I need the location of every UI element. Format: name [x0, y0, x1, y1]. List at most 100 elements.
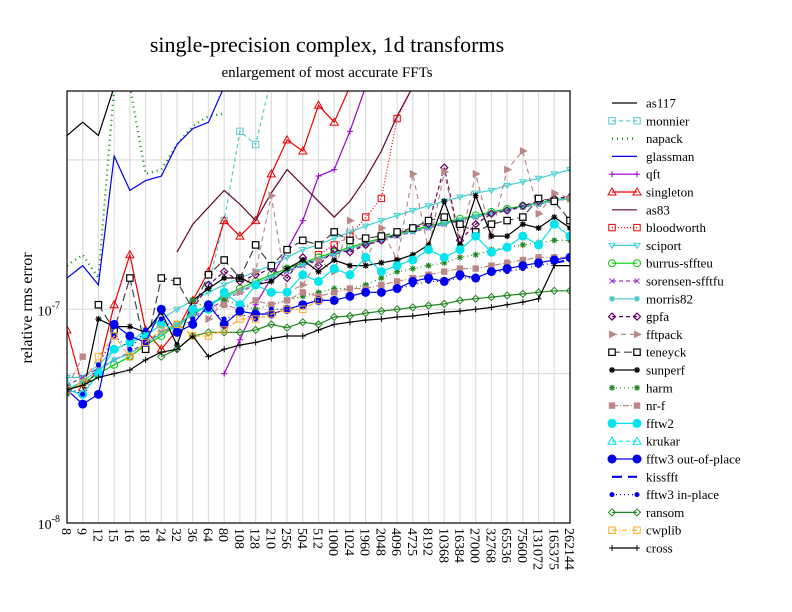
data-point — [632, 312, 642, 321]
data-point — [157, 274, 166, 282]
data-point — [426, 278, 432, 284]
data-point — [158, 316, 164, 322]
data-point — [488, 233, 495, 240]
data-point — [110, 332, 118, 340]
data-point — [567, 194, 570, 203]
data-point — [378, 223, 387, 232]
data-point — [331, 257, 338, 264]
data-point — [550, 197, 559, 206]
data-point — [220, 301, 228, 308]
data-point — [502, 206, 512, 215]
legend-entry: as117 — [612, 96, 676, 111]
legend-entry: fftw3 in-place — [609, 487, 719, 502]
data-point — [472, 213, 479, 220]
data-point — [251, 315, 260, 323]
x-tick-label: 80 — [215, 528, 230, 542]
data-point — [126, 352, 134, 361]
data-point — [109, 319, 119, 329]
data-point — [393, 212, 401, 220]
legend-label: ransom — [646, 505, 684, 520]
data-point — [330, 235, 339, 243]
legend-entry: monnier — [608, 113, 690, 128]
data-point — [173, 306, 181, 314]
data-point — [488, 262, 495, 269]
data-point — [67, 374, 71, 382]
data-point — [266, 168, 277, 178]
data-point — [109, 299, 120, 309]
data-point — [471, 231, 481, 241]
legend-entry: morris82 — [609, 291, 693, 306]
legend-entry: sunperf — [609, 363, 686, 378]
data-point — [473, 275, 479, 281]
legend-entry: kissfft — [612, 469, 679, 484]
data-point — [346, 236, 354, 245]
data-point — [394, 257, 401, 264]
data-point — [456, 241, 463, 248]
data-point — [236, 275, 243, 282]
legend-label: burrus-sffteu — [646, 256, 713, 271]
data-point — [299, 332, 306, 339]
data-point — [267, 310, 276, 318]
x-tick-label: 64 — [199, 528, 214, 542]
x-tick-label: 12 — [89, 528, 104, 542]
data-point — [471, 219, 481, 229]
data-point — [283, 245, 291, 254]
data-point — [378, 281, 385, 289]
data-point — [220, 282, 229, 289]
data-point — [252, 339, 259, 346]
data-point — [143, 327, 149, 333]
data-point — [567, 257, 570, 263]
data-point — [94, 352, 103, 361]
series-line — [192, 167, 570, 310]
data-point — [267, 320, 276, 329]
data-point — [534, 175, 543, 183]
legend-entry: ransom — [607, 505, 684, 520]
series-as117 — [67, 91, 114, 137]
data-point — [158, 349, 165, 356]
data-point — [329, 245, 339, 255]
data-point — [314, 296, 323, 305]
data-point — [189, 332, 196, 339]
data-point — [315, 173, 322, 180]
plot-frame — [66, 90, 571, 524]
data-point — [331, 297, 337, 303]
data-point — [378, 316, 385, 323]
x-tick-label: 4096 — [388, 528, 403, 556]
x-tick-label: 504 — [294, 528, 309, 549]
data-point — [551, 237, 558, 244]
data-point — [519, 241, 526, 248]
data-point — [439, 252, 449, 262]
data-point — [315, 256, 324, 265]
data-point — [535, 209, 544, 218]
legend-label: kissfft — [646, 469, 679, 484]
x-tick-label: 1024 — [341, 528, 356, 556]
y-tick-label: 10-8 — [38, 514, 60, 533]
data-point — [220, 326, 228, 334]
data-point — [633, 348, 641, 357]
x-tick-label: 262144 — [561, 528, 576, 570]
legend-entry: as83 — [612, 202, 670, 217]
data-point — [157, 352, 166, 361]
x-tick-label: 10368 — [435, 528, 450, 563]
data-point — [441, 268, 448, 275]
data-point — [608, 223, 616, 232]
data-point — [67, 386, 70, 393]
data-point — [251, 280, 261, 290]
data-point — [221, 370, 228, 377]
x-tick-label: 512 — [310, 528, 325, 549]
legend-entry: fftw3 out-of-place — [607, 452, 741, 467]
data-point — [93, 369, 103, 379]
data-point — [268, 191, 277, 200]
data-point — [609, 171, 615, 178]
data-point — [315, 326, 322, 333]
data-point — [361, 240, 371, 250]
data-point — [331, 166, 338, 173]
data-point — [441, 167, 450, 176]
data-point — [472, 169, 481, 178]
data-point — [109, 344, 119, 354]
data-point — [608, 117, 616, 125]
legend-label: bloodworth — [646, 220, 706, 235]
data-point — [363, 84, 369, 90]
legend-label: teneyck — [646, 345, 687, 360]
legend-label: napack — [646, 131, 683, 146]
